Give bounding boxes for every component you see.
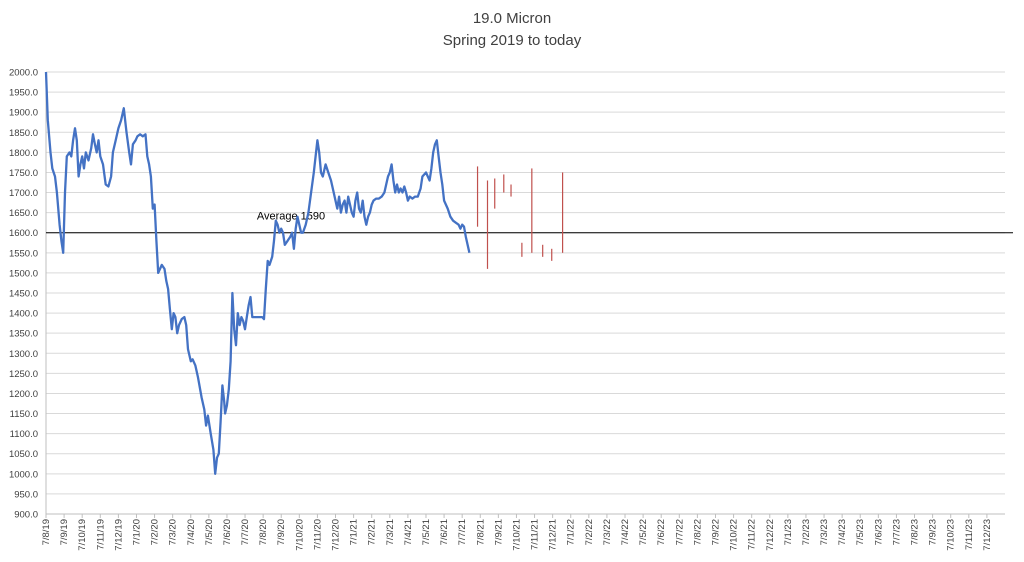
- y-tick-label: 1200.0: [9, 389, 38, 400]
- x-tick-label: 7/8/23: [910, 519, 921, 545]
- y-tick-label: 1450.0: [9, 289, 38, 300]
- x-tick-label: 7/3/22: [602, 519, 613, 545]
- x-tick-label: 7/7/21: [457, 519, 468, 545]
- x-tick-label: 7/3/20: [168, 519, 179, 545]
- x-tick-label: 7/4/20: [186, 519, 197, 545]
- x-tick-label: 7/7/22: [674, 519, 685, 545]
- y-tick-label: 1950.0: [9, 88, 38, 99]
- y-tick-label: 1100.0: [10, 429, 38, 440]
- y-tick-label: 1750.0: [9, 168, 38, 179]
- x-tick-label: 7/1/22: [566, 519, 577, 545]
- x-tick-label: 7/8/21: [475, 519, 486, 545]
- y-tick-label: 1000.0: [9, 469, 38, 480]
- y-tick-label: 1600.0: [9, 228, 38, 239]
- x-tick-label: 7/7/20: [240, 519, 251, 545]
- x-tick-label: 7/5/22: [638, 519, 649, 545]
- y-tick-label: 900.0: [14, 510, 38, 521]
- x-tick-label: 7/4/21: [403, 519, 414, 545]
- x-tick-label: 7/6/20: [222, 519, 233, 545]
- x-tick-label: 7/2/22: [584, 519, 595, 545]
- x-tick-label: 7/4/23: [837, 519, 848, 545]
- x-tick-label: 7/7/23: [891, 519, 902, 545]
- x-tick-label: 7/2/21: [367, 519, 378, 545]
- y-tick-label: 1300.0: [9, 349, 38, 360]
- x-tick-label: 7/1/20: [131, 519, 142, 545]
- x-tick-label: 7/1/21: [349, 519, 360, 545]
- x-tick-label: 7/1/23: [783, 519, 794, 545]
- x-tick-label: 7/12/20: [331, 519, 342, 551]
- x-tick-label: 7/11/20: [312, 519, 323, 550]
- x-tick-label: 7/10/21: [511, 519, 522, 551]
- y-tick-label: 1250.0: [9, 369, 38, 380]
- forecast-bars: [478, 166, 563, 268]
- x-tick-label: 7/9/21: [493, 519, 504, 545]
- x-tick-label: 7/12/19: [113, 519, 124, 551]
- x-tick-label: 7/9/20: [276, 519, 287, 545]
- y-axis: 900.0 950.0 1000.0 1050.0 1100.0 1150.0 1200.0…: [9, 68, 46, 521]
- x-tick-label: 7/2/23: [801, 519, 812, 545]
- y-tick-label: 1850.0: [9, 128, 38, 139]
- x-tick-label: 7/2/20: [150, 519, 161, 545]
- x-tick-label: 7/11/22: [747, 519, 758, 550]
- x-tick-label: 7/9/22: [710, 519, 721, 545]
- x-tick-label: 7/5/20: [204, 519, 215, 545]
- x-tick-label: 7/9/19: [59, 519, 70, 545]
- x-tick-label: 7/10/23: [946, 519, 957, 551]
- y-tick-label: 1800.0: [9, 148, 38, 159]
- x-tick-label: 7/3/21: [385, 519, 396, 545]
- x-tick-label: 7/6/22: [656, 519, 667, 545]
- y-tick-label: 1400.0: [9, 309, 38, 320]
- y-tick-label: 950.0: [14, 489, 38, 500]
- y-tick-label: 1650.0: [9, 208, 38, 219]
- x-tick-label: 7/4/22: [620, 519, 631, 545]
- x-tick-label: 7/8/20: [258, 519, 269, 545]
- y-tick-label: 1500.0: [9, 268, 38, 279]
- x-tick-label: 7/6/23: [873, 519, 884, 545]
- y-tick-label: 1150.0: [10, 409, 38, 420]
- x-axis: 7/8/19 7/9/19 7/10/19 7/11/19 7/12/19 7/1/20 7…: [41, 514, 1005, 551]
- x-tick-label: 7/11/21: [530, 519, 541, 550]
- y-tick-label: 1900.0: [9, 108, 38, 119]
- x-tick-label: 7/10/20: [294, 519, 305, 551]
- x-tick-label: 7/6/21: [439, 519, 450, 545]
- gridlines: [46, 72, 1005, 514]
- x-tick-label: 7/9/23: [928, 519, 939, 545]
- x-tick-label: 7/5/21: [421, 519, 432, 545]
- x-tick-label: 7/12/22: [765, 519, 776, 551]
- x-tick-label: 7/11/23: [964, 519, 975, 550]
- x-tick-label: 7/10/22: [729, 519, 740, 551]
- y-tick-label: 1550.0: [9, 248, 38, 259]
- x-tick-label: 7/8/19: [41, 519, 52, 545]
- x-tick-label: 7/12/21: [548, 519, 559, 551]
- average-annotation: Average 1590: [257, 211, 325, 223]
- y-tick-label: 1700.0: [9, 188, 38, 199]
- x-tick-label: 7/10/19: [77, 519, 88, 551]
- x-tick-label: 7/3/23: [819, 519, 830, 545]
- y-tick-label: 1350.0: [9, 329, 38, 340]
- x-tick-label: 7/5/23: [855, 519, 866, 545]
- x-tick-label: 7/12/23: [982, 519, 993, 551]
- x-tick-label: 7/8/22: [692, 519, 703, 545]
- y-tick-label: 2000.0: [9, 68, 38, 79]
- average-line: Average 1590: [46, 211, 1013, 233]
- line-chart: 900.0 950.0 1000.0 1050.0 1100.0 1150.0 1200.0…: [0, 0, 1024, 562]
- x-tick-label: 7/11/19: [95, 519, 106, 550]
- y-tick-label: 1050.0: [9, 449, 38, 460]
